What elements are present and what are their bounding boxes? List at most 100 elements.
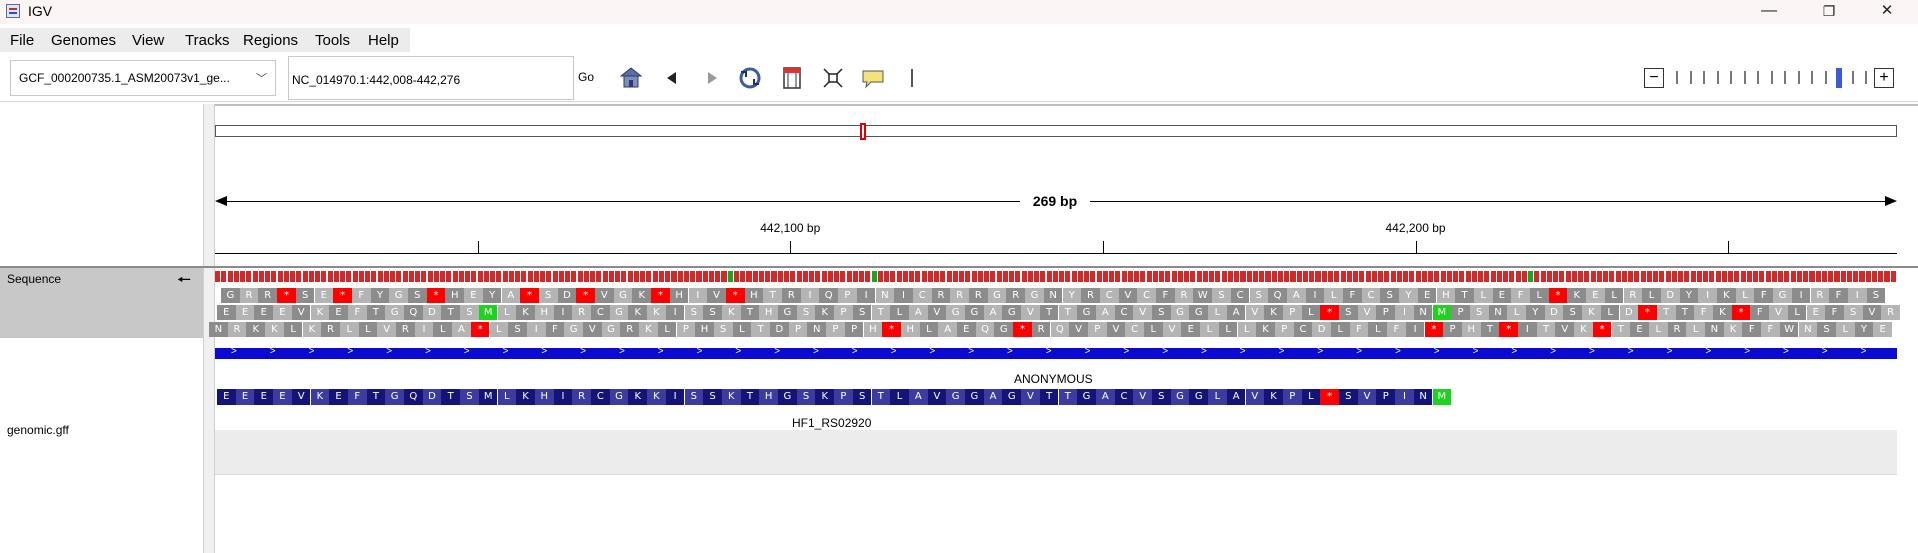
genome-dropdown[interactable]: GCF_000200735.1_ASM20073v1_ge... ﹀ xyxy=(10,60,276,96)
amino-acid: F xyxy=(545,322,565,337)
amino-acid: K xyxy=(639,322,658,337)
zoom-widget[interactable]: − + xyxy=(1642,66,1902,90)
menu-tracks[interactable]: Tracks xyxy=(185,32,230,49)
refresh-icon[interactable] xyxy=(737,65,763,91)
feature-amino-acid: L xyxy=(497,389,517,405)
minimize-button[interactable]: — xyxy=(1761,2,1777,19)
feature-amino-acid: V xyxy=(1245,389,1265,405)
go-button[interactable]: Go xyxy=(578,70,595,84)
amino-acid: K xyxy=(721,305,741,320)
menu-file[interactable]: File xyxy=(10,32,35,49)
base xyxy=(927,271,933,282)
zoom-level-tick[interactable] xyxy=(1676,71,1678,84)
amino-acid: G xyxy=(609,305,629,320)
zoom-level-tick[interactable] xyxy=(1743,71,1746,84)
base xyxy=(877,271,883,282)
base xyxy=(1465,271,1471,282)
amino-acid: G xyxy=(564,322,583,337)
amino-acid: I xyxy=(1518,322,1537,337)
zoom-level-tick[interactable] xyxy=(1851,71,1854,84)
sequence-track-label: Sequence xyxy=(7,272,62,286)
base xyxy=(1109,271,1115,282)
span-arrow-right xyxy=(1885,196,1897,206)
amino-acid: Q xyxy=(404,305,423,320)
zoom-level-tick[interactable] xyxy=(1770,71,1773,84)
amino-acid: F xyxy=(351,288,371,303)
locus-input[interactable]: NC_014970.1:442,008-442,276 xyxy=(288,56,574,100)
amino-acid: P xyxy=(844,322,864,337)
chromosome-ideogram[interactable] xyxy=(215,125,1897,137)
restore-button[interactable]: ❐ xyxy=(1822,3,1836,19)
home-icon[interactable] xyxy=(618,65,644,91)
base xyxy=(796,271,802,282)
amino-acid: L xyxy=(497,305,517,320)
amino-acid: S xyxy=(1866,288,1886,303)
menu-view[interactable]: View xyxy=(132,32,165,49)
base xyxy=(1396,271,1402,282)
base xyxy=(1327,271,1334,282)
menu-help[interactable]: Help xyxy=(368,32,399,49)
amino-acid: R xyxy=(782,288,801,303)
back-arrow-icon[interactable] xyxy=(659,65,685,91)
feature-amino-acid: T xyxy=(366,389,386,405)
amino-acid: K xyxy=(302,322,322,337)
base xyxy=(1365,271,1371,282)
zoom-level-tick[interactable] xyxy=(1689,71,1692,84)
amino-acid: P xyxy=(1443,322,1462,337)
feature-amino-acid: A xyxy=(908,389,928,405)
zoom-level-tick[interactable] xyxy=(1824,71,1827,84)
base xyxy=(727,271,733,282)
zoom-in-button[interactable]: + xyxy=(1874,68,1894,88)
amino-acid: C xyxy=(1230,288,1250,303)
feature-amino-acid: K xyxy=(1264,389,1283,405)
base xyxy=(1884,271,1890,282)
zoom-level-tick[interactable] xyxy=(1716,71,1719,84)
strand-chevron: > xyxy=(1045,346,1052,357)
menu-regions[interactable]: Regions xyxy=(243,32,299,49)
base xyxy=(258,271,264,282)
roi-bar-icon[interactable] xyxy=(899,65,925,91)
resize-icon[interactable] xyxy=(820,65,846,91)
zoom-level-tick[interactable] xyxy=(1811,71,1813,84)
amino-acid: S xyxy=(703,305,722,320)
base xyxy=(358,271,364,282)
zoom-level-tick[interactable] xyxy=(1797,71,1800,84)
amino-acid: H xyxy=(744,288,764,303)
amino-acid: V xyxy=(1118,288,1138,303)
feature-amino-acid: V xyxy=(291,389,311,405)
zoom-level-thumb[interactable] xyxy=(1836,68,1842,88)
close-button[interactable]: ✕ xyxy=(1880,2,1894,19)
zoom-level-tick[interactable] xyxy=(1784,71,1786,84)
popup-text-icon[interactable] xyxy=(860,65,886,91)
feature-name: ANONYMOUS xyxy=(1014,372,1093,386)
forward-arrow-icon[interactable] xyxy=(699,65,725,91)
amino-acid: V xyxy=(1162,322,1182,337)
zoom-level-tick[interactable] xyxy=(1703,71,1705,84)
feature-amino-acid: P xyxy=(834,389,853,405)
ruler-region-icon[interactable] xyxy=(779,65,805,91)
sequence-track-header[interactable] xyxy=(0,268,203,338)
igv-app-icon xyxy=(6,4,20,18)
base xyxy=(221,271,227,282)
base xyxy=(1846,271,1853,282)
menu-genomes[interactable]: Genomes xyxy=(51,32,117,49)
menu-tools[interactable]: Tools xyxy=(315,32,351,49)
base xyxy=(896,271,902,282)
strand-arrow-icon[interactable]: 🠔 xyxy=(177,272,192,289)
base xyxy=(959,271,965,282)
amino-acid: G xyxy=(1773,288,1792,303)
base xyxy=(1321,271,1327,282)
base xyxy=(1171,271,1177,282)
base xyxy=(483,271,489,282)
base xyxy=(421,271,427,282)
zoom-level-tick[interactable] xyxy=(1757,71,1759,84)
zoom-level-tick[interactable] xyxy=(1865,71,1867,84)
amino-acid: K xyxy=(516,305,535,320)
amino-acid: S xyxy=(460,305,479,320)
zoom-out-button[interactable]: − xyxy=(1644,68,1664,88)
amino-acid: E xyxy=(464,288,483,303)
zoom-level-tick[interactable] xyxy=(1730,71,1732,84)
amino-acid: I xyxy=(894,288,913,303)
